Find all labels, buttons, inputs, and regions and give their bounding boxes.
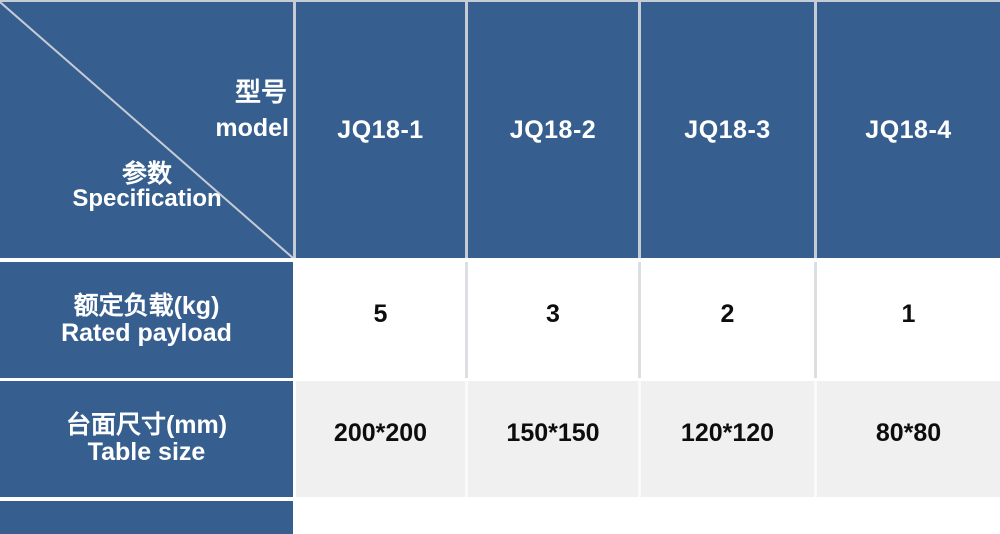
corner-spec-label: 参数 Specification bbox=[27, 161, 267, 211]
header-row: 型号 model 参数 Specification JQ18-1 JQ18-2 … bbox=[0, 0, 1000, 258]
value-cell: 150*150 bbox=[468, 381, 641, 497]
value-cell: 80*80 bbox=[817, 381, 1000, 497]
table-row-partial bbox=[0, 501, 1000, 534]
value-cell: 2 bbox=[641, 262, 817, 378]
corner-model-label-en: model bbox=[215, 114, 289, 142]
column-header-jq18-3: JQ18-3 bbox=[641, 0, 817, 258]
row-label-en: Rated payload bbox=[61, 319, 232, 347]
corner-spec-label-en: Specification bbox=[72, 185, 222, 212]
value-cell: 5 bbox=[296, 262, 468, 378]
corner-model-label-cn: 型号 bbox=[234, 77, 287, 107]
value-cell: 1 bbox=[817, 262, 1000, 378]
row-label-partial bbox=[0, 501, 296, 534]
row-label-cn: 额定负载(kg) bbox=[73, 292, 220, 320]
row-label-en: Table size bbox=[87, 438, 206, 466]
column-header-jq18-1: JQ18-1 bbox=[296, 0, 468, 258]
diagonal-line bbox=[0, 2, 293, 258]
row-label-table-size: 台面尺寸(mm) Table size bbox=[0, 381, 296, 497]
column-header-jq18-4: JQ18-4 bbox=[817, 0, 1000, 258]
partial-row-empty-area bbox=[296, 501, 1000, 534]
row-label-rated-payload: 额定负载(kg) Rated payload bbox=[0, 262, 296, 378]
corner-cell: 型号 model 参数 Specification bbox=[0, 0, 296, 258]
row-label-cn: 台面尺寸(mm) bbox=[65, 411, 228, 439]
value-cell: 200*200 bbox=[296, 381, 468, 497]
value-cell: 120*120 bbox=[641, 381, 817, 497]
corner-spec-label-cn: 参数 bbox=[121, 160, 172, 188]
table-row-rated-payload: 额定负载(kg) Rated payload 5 3 2 1 bbox=[0, 262, 1000, 378]
table-row-table-size: 台面尺寸(mm) Table size 200*200 150*150 120*… bbox=[0, 381, 1000, 497]
column-header-jq18-2: JQ18-2 bbox=[468, 0, 641, 258]
value-cell: 3 bbox=[468, 262, 641, 378]
